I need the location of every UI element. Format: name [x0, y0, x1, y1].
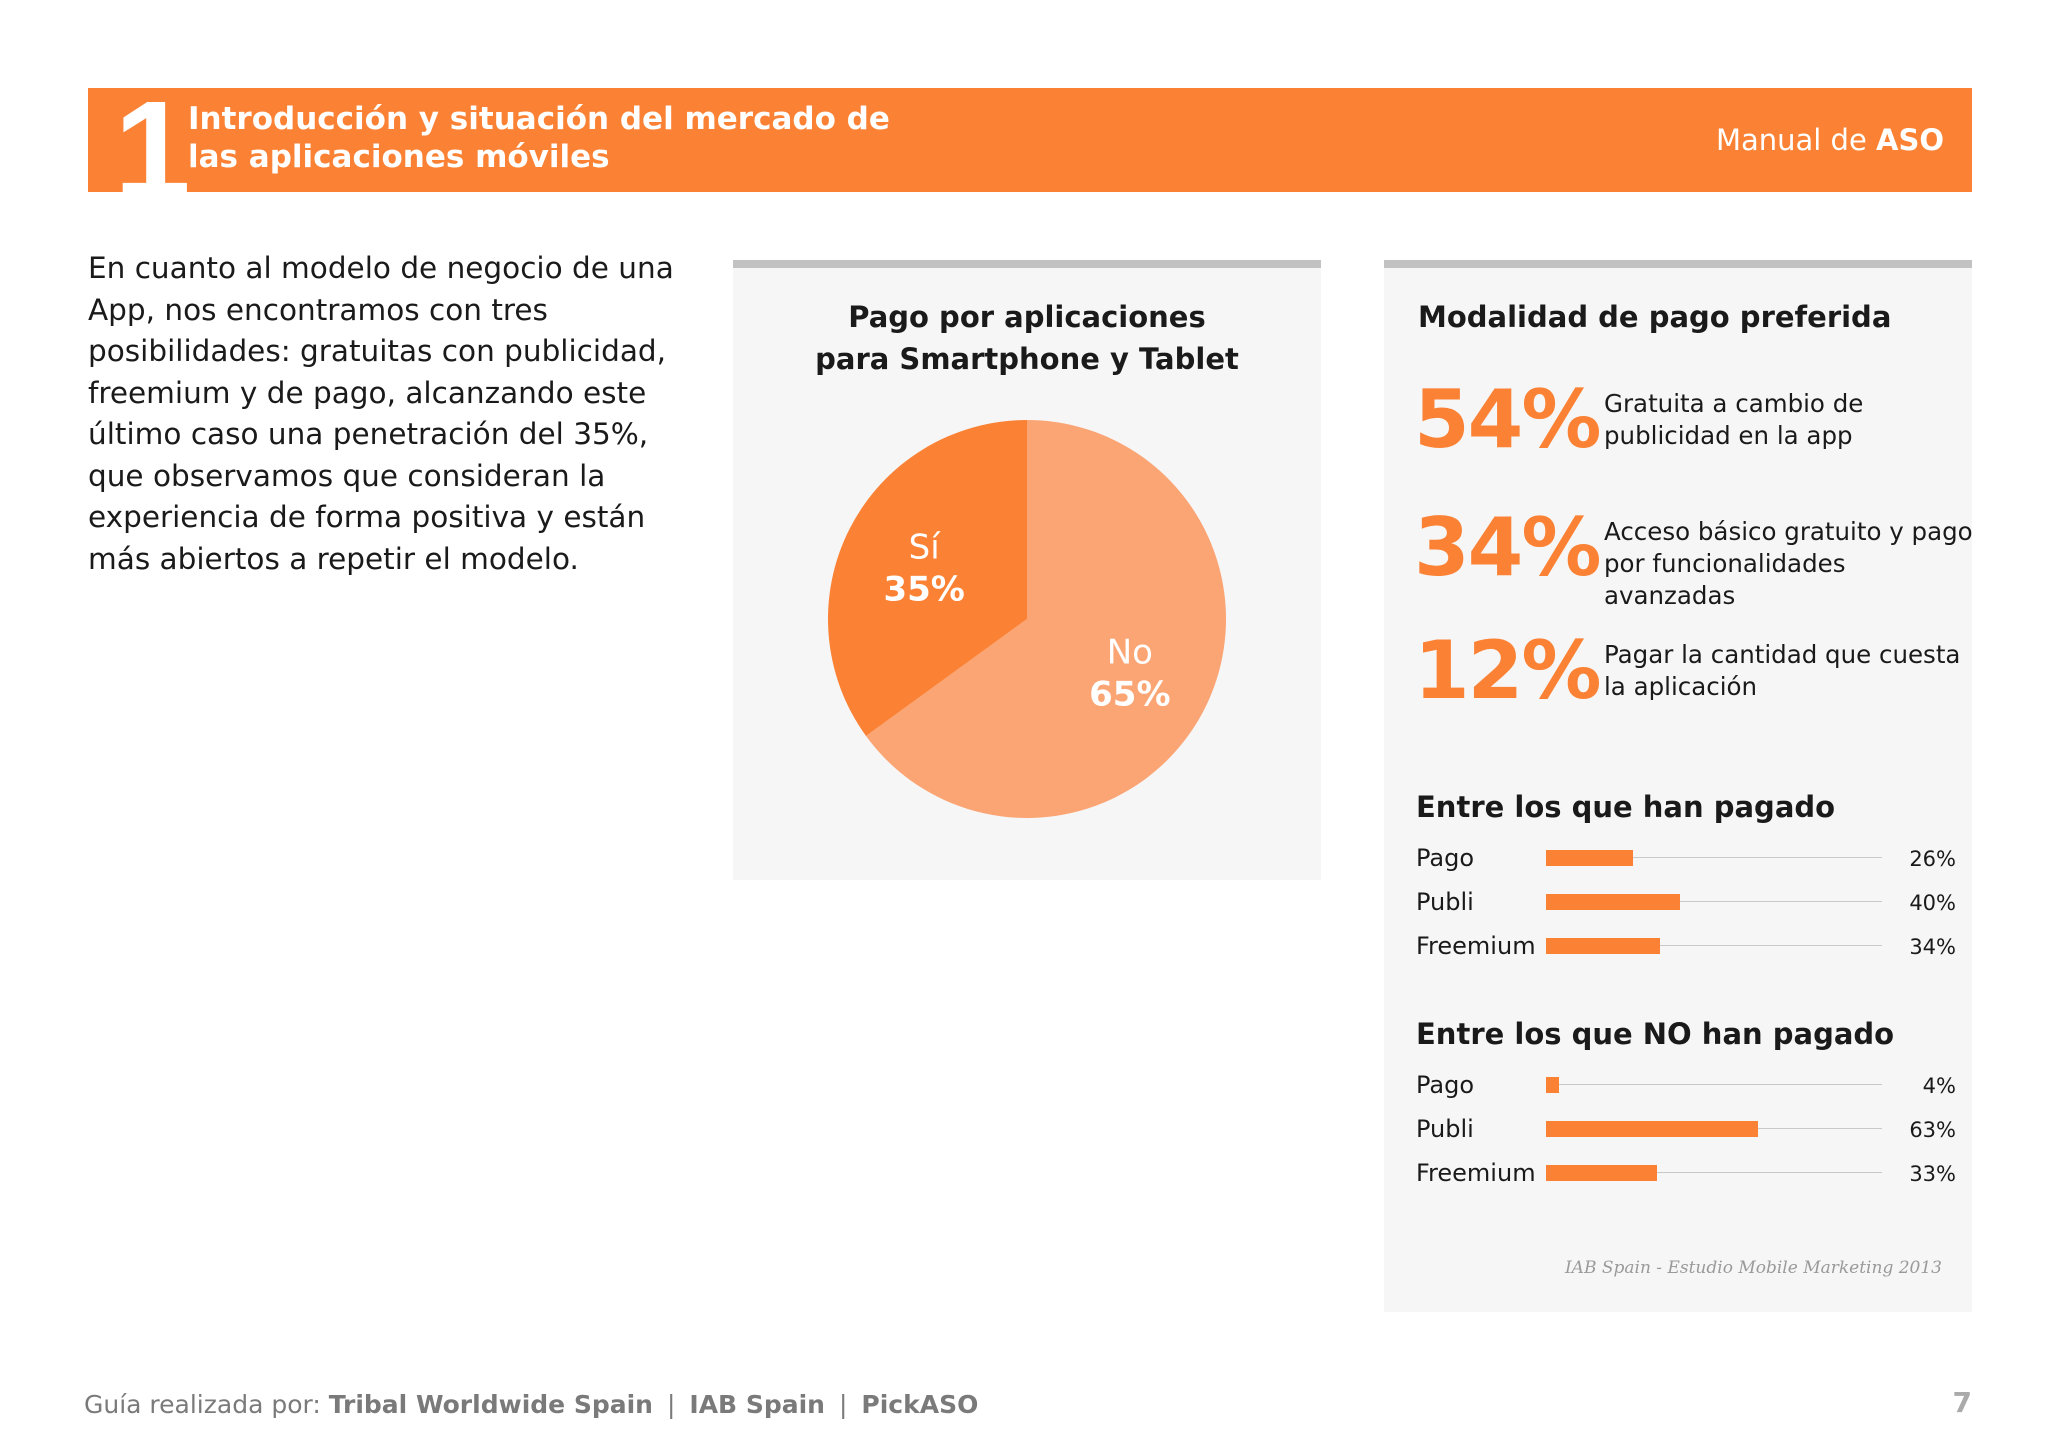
- footer-separator: |: [666, 1390, 676, 1419]
- bar-row-paid: Pago 26%: [1416, 838, 1956, 878]
- manual-brand: Manual de ASO: [1716, 121, 1944, 159]
- stat-item: 12% Pagar la cantidad que cuesta la apli…: [1414, 621, 1974, 731]
- bar-row-not-paid: Freemium 33%: [1416, 1153, 1956, 1193]
- stat-percent: 12%: [1414, 624, 1601, 717]
- payment-title: Modalidad de pago preferida: [1418, 300, 1892, 334]
- bar-label: Freemium: [1416, 1159, 1536, 1187]
- bar-label: Freemium: [1416, 932, 1536, 960]
- footer-credits: Guía realizada por: Tribal Worldwide Spa…: [84, 1388, 978, 1422]
- brand-strong: ASO: [1876, 123, 1944, 157]
- page-number: 7: [1952, 1386, 1972, 1419]
- bar-value: 4%: [1922, 1074, 1956, 1098]
- stat-item: 34% Acceso básico gratuito y pago por fu…: [1414, 498, 1974, 610]
- footer-org2: IAB Spain: [689, 1390, 825, 1419]
- paid-section-title: Entre los que han pagado: [1416, 790, 1836, 824]
- pie-panel: Pago por aplicaciones para Smartphone y …: [733, 260, 1321, 880]
- stat-desc-line1: Gratuita a cambio de: [1604, 389, 1864, 418]
- stat-desc-line2: publicidad en la app: [1604, 421, 1853, 450]
- bar-label: Publi: [1416, 888, 1474, 916]
- not-paid-section-title: Entre los que NO han pagado: [1416, 1017, 1895, 1051]
- bar-fill: [1546, 938, 1660, 954]
- footer-prefix: Guía realizada por:: [84, 1390, 329, 1419]
- bar-fill: [1546, 850, 1633, 866]
- bar-track: [1546, 857, 1882, 858]
- pie-slice-no: [866, 420, 1226, 818]
- footer-org1: Tribal Worldwide Spain: [328, 1390, 653, 1419]
- section-title-line1: Introducción y situación del mercado de: [188, 101, 890, 137]
- stat-desc-line1: Pagar la cantidad que cuesta: [1604, 640, 1961, 669]
- stat-description: Pagar la cantidad que cuesta la aplicaci…: [1604, 639, 1974, 703]
- section-title-line2: las aplicaciones móviles: [188, 139, 610, 175]
- pie-value-label: 65%: [1089, 674, 1170, 714]
- bar-label: Pago: [1416, 844, 1475, 872]
- bar-fill: [1546, 1121, 1758, 1137]
- stat-description: Gratuita a cambio de publicidad en la ap…: [1604, 388, 1974, 452]
- pie-slice-si: [828, 420, 1027, 736]
- bar-track: [1546, 1084, 1882, 1085]
- bar-track: [1546, 945, 1882, 946]
- bar-value: 34%: [1909, 935, 1956, 959]
- payment-panel: Modalidad de pago preferida 54% Gratuita…: [1384, 260, 1974, 1312]
- bar-label: Pago: [1416, 1071, 1475, 1099]
- bar-value: 26%: [1909, 847, 1956, 871]
- bar-fill: [1546, 1077, 1559, 1093]
- bar-value: 33%: [1909, 1162, 1956, 1186]
- stat-description: Acceso básico gratuito y pago por funcio…: [1604, 516, 1974, 612]
- bar-track: [1546, 901, 1882, 902]
- bar-value: 40%: [1909, 891, 1956, 915]
- section-header: 1 Introducción y situación del mercado d…: [88, 80, 1972, 220]
- footer-separator: |: [838, 1390, 848, 1419]
- brand-prefix: Manual de: [1715, 123, 1877, 157]
- bar-track: [1546, 1172, 1882, 1173]
- stat-item: 54% Gratuita a cambio de publicidad en l…: [1414, 370, 1974, 480]
- bar-row-paid: Freemium 34%: [1416, 926, 1956, 966]
- bar-value: 63%: [1909, 1118, 1956, 1142]
- stat-percent: 54%: [1414, 373, 1601, 466]
- stat-percent: 34%: [1414, 501, 1601, 594]
- pie-title-line1: Pago por aplicaciones: [848, 300, 1206, 334]
- stat-desc-line2: la aplicación: [1604, 672, 1758, 701]
- pie-value-label: 35%: [883, 570, 964, 610]
- source-note: IAB Spain - Estudio Mobile Marketing 201…: [1564, 1258, 1942, 1278]
- stat-desc-line2: por funcionalidades avanzadas: [1604, 549, 1846, 610]
- pie-title: Pago por aplicaciones para Smartphone y …: [733, 296, 1321, 380]
- intro-paragraph: En cuanto al modelo de negocio de una Ap…: [88, 251, 674, 576]
- pie-title-line2: para Smartphone y Tablet: [815, 342, 1239, 376]
- bar-row-not-paid: Pago 4%: [1416, 1065, 1956, 1105]
- bar-row-paid: Publi 40%: [1416, 882, 1956, 922]
- section-title: Introducción y situación del mercado de …: [188, 100, 890, 176]
- bar-fill: [1546, 1165, 1657, 1181]
- bar-label: Publi: [1416, 1115, 1474, 1143]
- stat-desc-line1: Acceso básico gratuito y pago: [1604, 517, 1973, 546]
- pie-label: No: [1107, 632, 1153, 672]
- pie-label: Sí: [909, 528, 942, 568]
- bar-fill: [1546, 894, 1680, 910]
- footer-org3: PickASO: [861, 1390, 979, 1419]
- bar-row-not-paid: Publi 63%: [1416, 1109, 1956, 1149]
- section-number: 1: [114, 73, 191, 227]
